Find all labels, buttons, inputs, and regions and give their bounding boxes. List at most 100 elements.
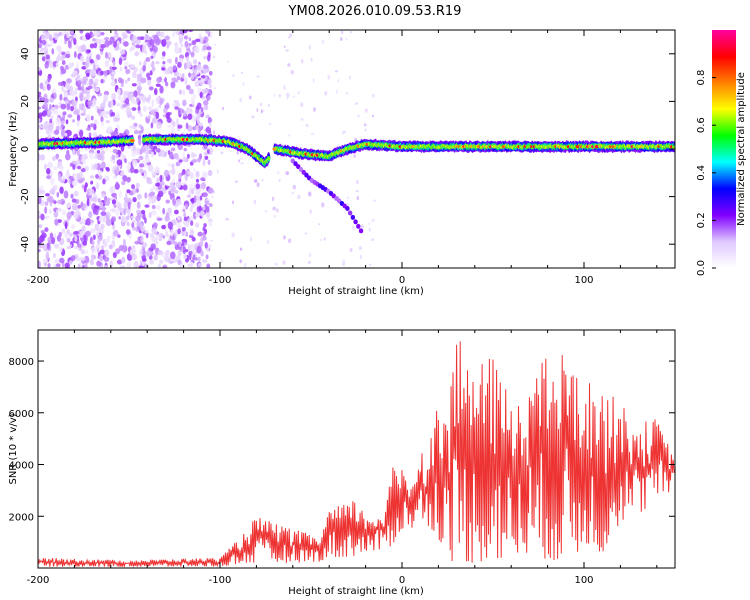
spectrogram-noise-cell — [62, 111, 67, 116]
spectrogram-noise-cell — [106, 167, 110, 172]
spectrogram-branch-cell — [358, 228, 364, 234]
spectrogram-noise-cell — [48, 209, 52, 214]
spectrogram-noise-cell — [189, 171, 194, 180]
spectrogram-noise-cell — [197, 231, 203, 237]
spectrogram-noise-cell — [204, 155, 209, 160]
spectrogram-noise-cell — [148, 212, 152, 219]
spectrogram-noise-cell — [68, 260, 73, 265]
spectrogram-noise-cell — [242, 82, 245, 87]
spectrogram-noise-cell — [50, 94, 55, 99]
spectrogram-noise-cell — [200, 210, 205, 218]
spectrogram-noise-cell — [38, 224, 43, 229]
spectrogram-noise-cell — [268, 103, 270, 108]
spectrogram-noise-cell — [185, 84, 191, 90]
spectrogram-noise-cell — [78, 153, 82, 162]
spectrogram-noise-cell — [100, 121, 105, 127]
spectrogram-noise-cell — [177, 259, 182, 265]
spectrogram-noise-cell — [113, 175, 118, 179]
spectrogram-noise-cell — [205, 254, 209, 260]
spectrogram-noise-cell — [77, 243, 82, 248]
spectrogram-noise-cell — [174, 106, 179, 110]
spectrogram-noise-cell — [152, 117, 157, 124]
spectrogram-noise-cell — [110, 111, 116, 117]
spectrogram-noise-cell — [153, 222, 158, 228]
spectrogram-noise-cell — [48, 195, 54, 202]
spectrogram-noise-cell — [354, 102, 359, 105]
spectrogram-noise-cell — [368, 227, 371, 232]
spectrogram-noise-cell — [69, 176, 73, 184]
spectrogram-noise-cell — [138, 81, 142, 86]
spectrogram-marks — [38, 30, 675, 268]
spectrogram-noise-cell — [147, 76, 152, 81]
spectrogram-noise-cell — [98, 175, 103, 180]
spectrogram-noise-cell — [112, 229, 119, 237]
spectrogram-noise-cell — [92, 97, 97, 105]
spectrogram-noise-cell — [152, 229, 158, 235]
spectrogram-noise-cell — [38, 248, 41, 253]
spectrogram-noise-cell — [84, 255, 90, 264]
spectrogram-noise-cell — [90, 253, 94, 261]
spectrogram-noise-cell — [38, 185, 44, 190]
spectrogram-noise-cell — [131, 115, 136, 120]
spectrogram-noise-cell — [104, 60, 110, 67]
spectrogram-noise-cell — [201, 182, 206, 190]
spectrogram-noise-cell — [138, 138, 142, 146]
spectrogram-noise-cell — [154, 166, 160, 174]
spectrogram-noise-cell — [140, 94, 147, 101]
spectrogram-noise-cell — [141, 45, 147, 54]
spectrogram-noise-cell — [93, 155, 98, 159]
spectrogram-noise-cell — [72, 148, 76, 156]
spectrogram-noise-cell — [66, 78, 72, 84]
spectrogram-noise-cell — [101, 205, 106, 212]
spectrogram-noise-cell — [102, 70, 109, 74]
spectrogram-noise-cell — [167, 221, 173, 230]
spectrogram-noise-cell — [122, 238, 126, 247]
spectrogram-noise-cell — [104, 238, 111, 243]
spectrogram-noise-cell — [203, 99, 209, 106]
spectrogram-noise-cell — [147, 115, 152, 119]
spectrogram-noise-cell — [321, 39, 324, 44]
spectrogram-noise-cell — [285, 171, 290, 176]
spectrogram-noise-cell — [85, 32, 91, 40]
spectrogram-noise-cell — [88, 132, 92, 138]
spectrogram-noise-cell — [256, 182, 260, 187]
spectrogram-noise-cell — [45, 31, 50, 40]
spectrogram-noise-cell — [203, 64, 209, 70]
spectrogram-noise-cell — [205, 114, 210, 119]
spectrogram-noise-cell — [126, 207, 130, 214]
spectrogram-x-tick-label: -100 — [209, 275, 232, 286]
spectrogram-noise-cell — [115, 153, 119, 159]
spectrogram-noise-cell — [49, 103, 52, 110]
spectrogram-noise-cell — [93, 30, 100, 37]
spectrogram-noise-cell — [308, 252, 312, 258]
spectrogram-noise-cell — [127, 201, 131, 210]
spectrogram-noise-cell — [178, 246, 182, 251]
spectrogram-noise-cell — [188, 234, 194, 238]
spectrogram-y-tick-label: 20 — [20, 95, 31, 108]
spectrogram-noise-cell — [119, 49, 126, 55]
spectrogram-noise-cell — [139, 168, 144, 174]
spectrogram-noise-cell — [138, 265, 143, 268]
spectrogram-noise-cell — [250, 236, 252, 242]
spectrogram-noise-cell — [56, 191, 60, 198]
spectrogram-noise-cell — [99, 249, 106, 255]
colorbar-tick-label: 0.8 — [696, 70, 707, 86]
spectrogram-noise-cell — [189, 183, 194, 189]
spectrogram-noise-cell — [173, 79, 179, 83]
spectrogram-noise-cell — [168, 58, 172, 64]
spectrogram-noise-cell — [66, 169, 70, 176]
spectrogram-noise-cell — [70, 73, 76, 78]
spectrogram-noise-cell — [175, 198, 182, 206]
spectrogram-noise-cell — [82, 35, 86, 42]
spectrogram-noise-cell — [120, 152, 124, 160]
spectrogram-noise-cell — [89, 152, 94, 160]
spectrogram-noise-cell — [220, 258, 223, 263]
spectrogram-noise-cell — [66, 31, 70, 39]
spectrogram-noise-cell — [144, 149, 150, 155]
spectrogram-noise-cell — [318, 223, 321, 226]
spectrogram-noise-cell — [118, 244, 125, 252]
spectrogram-noise-cell — [203, 104, 209, 111]
spectrogram-noise-cell — [116, 103, 121, 107]
spectrogram-noise-cell — [220, 151, 224, 155]
spectrogram-noise-cell — [179, 37, 182, 45]
